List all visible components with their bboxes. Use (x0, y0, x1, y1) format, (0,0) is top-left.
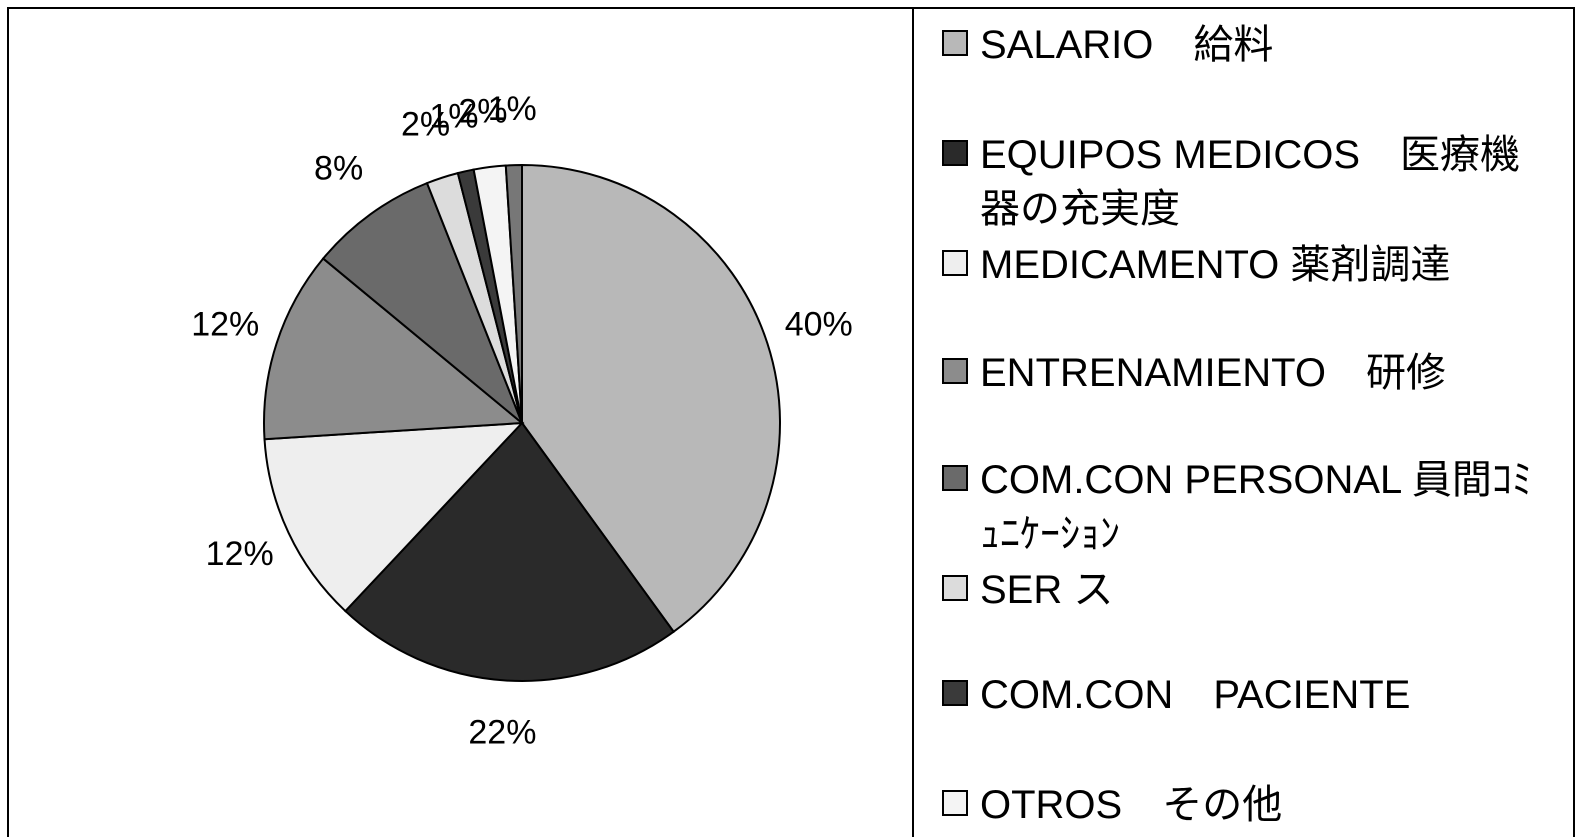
pie-slice (263, 257, 525, 441)
legend-label: ENTRENAMIENTO 研修 (980, 351, 1446, 395)
legend-item: ENTRENAMIENTO 研修 (942, 346, 1542, 400)
data-label: 8% (314, 150, 363, 188)
pie-slice (343, 421, 676, 682)
legend-swatch (942, 680, 968, 706)
legend-label: SER ス (980, 568, 1114, 612)
data-label: 40% (785, 306, 853, 344)
legend-item: SALARIO 給料 (942, 18, 1542, 72)
pie-slice (321, 181, 523, 424)
legend-swatch (942, 358, 968, 384)
legend-swatch (942, 575, 968, 601)
legend-swatch (942, 465, 968, 491)
legend-item: SER ス (942, 563, 1542, 617)
data-label: 2% (401, 105, 450, 143)
pie-slice (521, 163, 781, 634)
legend-item: COM.CON PACIENTE (942, 668, 1542, 722)
legend-item: OTROS その他 (942, 778, 1542, 832)
data-label: 12% (191, 306, 259, 344)
data-label: 2% (458, 92, 507, 130)
data-label: 12% (206, 535, 274, 573)
legend-item: COM.CON PERSONAL 員間ｺﾐｭﾆｹｰｼｮﾝ (942, 453, 1542, 561)
legend-label: COM.CON PERSONAL 員間ｺﾐｭﾆｹｰｼｮﾝ (980, 458, 1532, 556)
legend-swatch (942, 790, 968, 816)
data-label: 22% (468, 713, 536, 751)
pie-slice (504, 163, 523, 424)
legend-label: MEDICAMENTO 薬剤調達 (980, 243, 1451, 287)
data-label: 1% (429, 97, 478, 135)
legend-label: SALARIO 給料 (980, 23, 1274, 67)
legend-swatch (942, 250, 968, 276)
legend-label: COM.CON PACIENTE (980, 673, 1411, 717)
legend-label: OTROS その他 (980, 783, 1283, 827)
chart-frame (7, 7, 1575, 837)
data-label: 1% (488, 90, 537, 128)
pie-slice (263, 421, 525, 613)
legend-item: EQUIPOS MEDICOS 医療機器の充実度 (942, 128, 1542, 236)
legend-swatch (942, 140, 968, 166)
legend-swatch (942, 30, 968, 56)
legend-item: MEDICAMENTO 薬剤調達 (942, 238, 1542, 292)
legend-label: EQUIPOS MEDICOS 医療機器の充実度 (980, 133, 1521, 231)
